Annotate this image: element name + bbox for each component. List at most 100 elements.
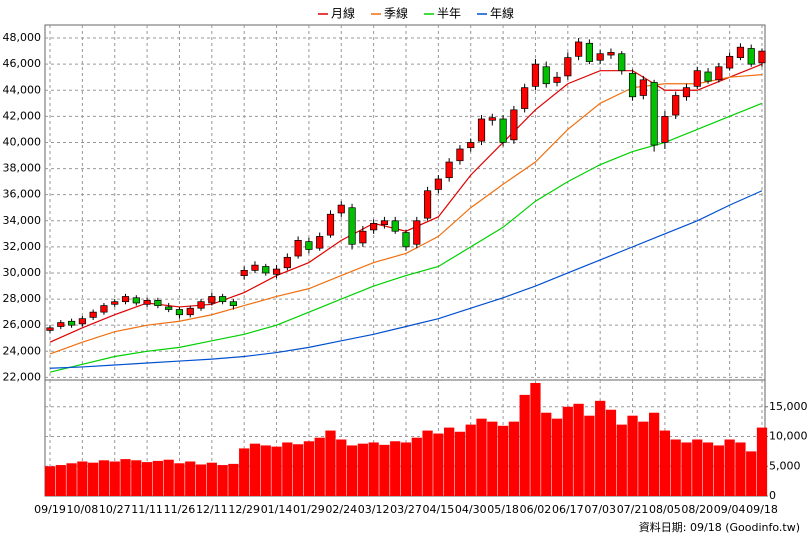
x-tick-label: 04/15 bbox=[423, 503, 455, 516]
candle-body bbox=[467, 142, 475, 149]
y-tick-label: 26,000 bbox=[3, 318, 42, 331]
candle-body bbox=[100, 305, 108, 313]
volume-bar bbox=[292, 444, 304, 496]
volume-bar bbox=[368, 442, 379, 496]
x-tick-label: 04/30 bbox=[455, 503, 487, 516]
volume-bar bbox=[346, 445, 358, 496]
x-tick-label: 06/17 bbox=[552, 503, 584, 516]
volume-bar bbox=[584, 415, 595, 496]
volume-bar bbox=[444, 427, 455, 496]
candle-body bbox=[736, 46, 745, 58]
candle-body bbox=[726, 55, 734, 69]
candle-body bbox=[499, 118, 507, 143]
volume-bar bbox=[185, 461, 196, 496]
candle-body bbox=[348, 207, 356, 245]
y-tick-label: 34,000 bbox=[3, 214, 42, 227]
x-tick-label: 10/08 bbox=[67, 503, 99, 516]
volume-bar bbox=[627, 415, 638, 496]
volume-bar bbox=[109, 461, 120, 496]
x-tick-label: 05/18 bbox=[487, 503, 519, 516]
candle-body bbox=[575, 41, 583, 57]
x-tick-label: 01/29 bbox=[293, 503, 325, 516]
candle-body bbox=[240, 270, 248, 276]
candle-body bbox=[305, 241, 313, 250]
candle-body bbox=[337, 204, 345, 214]
y-tick-label: 30,000 bbox=[3, 266, 42, 279]
candle-body bbox=[229, 301, 237, 306]
candle-body bbox=[650, 82, 658, 146]
candle-body bbox=[197, 301, 205, 309]
candle-body bbox=[607, 52, 615, 56]
candle-body bbox=[672, 95, 680, 116]
volume-bar bbox=[325, 430, 336, 496]
legend-label: 月線 bbox=[331, 6, 355, 21]
y2-tick-label: 10,000 bbox=[769, 430, 808, 443]
candle-body bbox=[596, 53, 604, 61]
candle-body bbox=[370, 223, 378, 231]
moving-average-line bbox=[49, 190, 763, 369]
volume-bar bbox=[98, 460, 110, 496]
volume-bar bbox=[476, 418, 487, 496]
volume-bar bbox=[228, 463, 239, 496]
volume-bar bbox=[314, 437, 325, 496]
volume-bar bbox=[379, 444, 390, 496]
candle-body bbox=[423, 190, 432, 219]
volume-bar bbox=[659, 430, 671, 496]
candle-body bbox=[758, 50, 766, 64]
volume-bar bbox=[260, 445, 271, 496]
volume-bar bbox=[271, 446, 282, 496]
x-tick-label: 08/20 bbox=[681, 503, 713, 516]
legend-label: 半年 bbox=[437, 7, 461, 21]
x-tick-label: 06/02 bbox=[520, 503, 552, 516]
volume-bar bbox=[206, 462, 217, 496]
candle-body bbox=[154, 300, 162, 306]
volume-bar bbox=[702, 442, 714, 496]
candle-body bbox=[488, 117, 496, 121]
volume-bar bbox=[88, 462, 99, 496]
candle-body bbox=[46, 327, 54, 331]
volume-bar bbox=[724, 439, 735, 496]
candle-body bbox=[132, 297, 140, 304]
candle-body bbox=[553, 76, 561, 83]
candle-body bbox=[294, 239, 302, 257]
volume-bar bbox=[77, 461, 88, 496]
y-tick-label: 40,000 bbox=[3, 135, 42, 148]
x-tick-label: 09/19 bbox=[34, 503, 66, 516]
volume-bar bbox=[735, 442, 746, 496]
volume-bar bbox=[508, 421, 520, 496]
candle-body bbox=[531, 63, 540, 87]
volume-bar bbox=[756, 427, 768, 496]
volume-bar bbox=[44, 466, 56, 496]
candle-body bbox=[747, 48, 755, 65]
x-tick-label: 09/18 bbox=[746, 503, 778, 516]
volume-bar bbox=[422, 430, 433, 496]
candle-body bbox=[316, 236, 324, 249]
x-tick-label: 11/26 bbox=[164, 503, 196, 516]
candle-body bbox=[175, 309, 184, 316]
volume-bar bbox=[141, 462, 153, 496]
candle-body bbox=[510, 109, 518, 141]
y-tick-label: 46,000 bbox=[3, 57, 42, 70]
x-tick-label: 08/05 bbox=[649, 503, 681, 516]
volume-bar bbox=[55, 465, 66, 496]
volume-bar bbox=[152, 460, 164, 496]
footnote: 資料日期: 09/18 (Goodinfo.tw) bbox=[639, 520, 800, 534]
candle-body bbox=[219, 296, 227, 303]
volume-bar bbox=[131, 460, 142, 496]
x-tick-label: 03/12 bbox=[358, 503, 390, 516]
volume-bar bbox=[249, 443, 261, 496]
candle-body bbox=[413, 220, 421, 245]
volume-bar bbox=[163, 459, 174, 496]
volume-bar bbox=[562, 406, 573, 496]
volume-bar bbox=[551, 418, 563, 496]
moving-average-line bbox=[49, 102, 763, 373]
volume-bar bbox=[670, 439, 681, 496]
candle-body bbox=[477, 118, 486, 142]
volume-bar bbox=[336, 439, 347, 496]
y-tick-label: 32,000 bbox=[3, 240, 42, 253]
candle-body bbox=[111, 301, 119, 305]
volume-bar bbox=[390, 441, 401, 496]
volume-bar bbox=[411, 437, 422, 496]
candle-body bbox=[445, 161, 453, 179]
